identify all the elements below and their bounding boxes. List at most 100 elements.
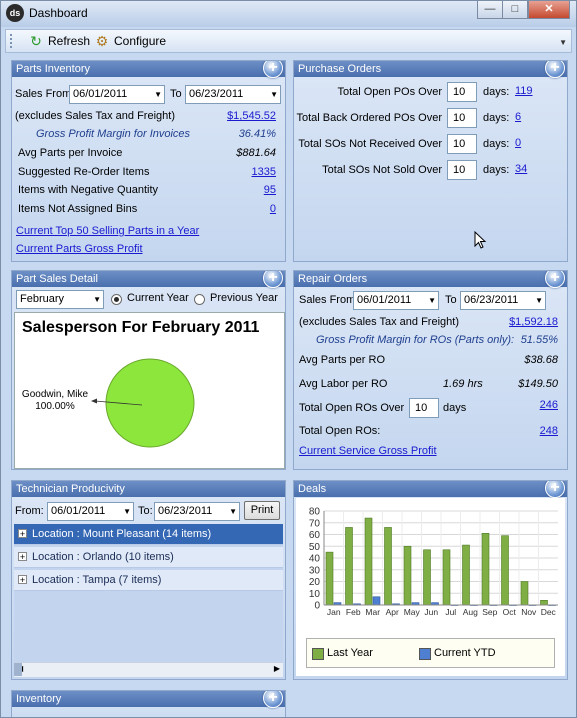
purchase-orders-panel: Purchase Orders + Total Open POs Over 10… — [293, 60, 568, 262]
po-days-input[interactable]: 10 — [447, 108, 477, 128]
ro-to-date-picker[interactable]: 06/23/2011 ▼ — [460, 291, 546, 310]
days-label: days: — [483, 138, 510, 150]
po-days-input[interactable]: 10 — [447, 82, 477, 102]
pie-slice-label: Goodwin, Mike — [22, 389, 89, 400]
y-tick-label: 10 — [309, 589, 321, 600]
so-not-received-link[interactable]: 0 — [515, 137, 522, 149]
parts-gross-profit-link[interactable]: Current Parts Gross Profit — [16, 243, 143, 255]
toolbar-overflow-icon[interactable]: ▼ — [559, 38, 567, 47]
configure-button[interactable]: ⚙ Configure — [94, 33, 166, 49]
ro-avg-labor-label: Avg Labor per RO — [299, 378, 388, 390]
app-logo-icon: ds — [6, 4, 24, 22]
refresh-icon: ↻ — [30, 33, 42, 49]
po-open-link[interactable]: 119 — [515, 85, 533, 97]
no-bins-link[interactable]: 0 — [269, 203, 276, 215]
tech-to-date-picker[interactable]: 06/23/2011 ▼ — [154, 502, 240, 521]
service-gross-profit-link[interactable]: Current Service Gross Profit — [299, 445, 437, 457]
expand-icon[interactable]: + — [18, 575, 27, 585]
parts-inventory-expand-button[interactable]: + — [263, 61, 283, 78]
previous-year-radio[interactable] — [194, 294, 205, 305]
legend-swatch-last-year — [312, 648, 324, 660]
ro-sales-total-link[interactable]: $1,592.18 — [509, 316, 558, 328]
purchase-orders-header: Purchase Orders — [294, 61, 567, 77]
bar-last-year — [423, 549, 431, 606]
pie-label-arrow — [91, 398, 97, 404]
bar-last-year — [325, 551, 334, 606]
bar-last-year — [462, 544, 470, 606]
legend-label-last-year: Last Year — [327, 647, 373, 659]
part-sales-panel: Part Sales Detail + February ▼ Current Ye… — [11, 270, 286, 470]
current-year-radio[interactable] — [111, 294, 122, 305]
x-tick-label: Aug — [463, 607, 478, 617]
negative-qty-link[interactable]: 95 — [263, 184, 276, 196]
tech-from-date-picker[interactable]: 06/01/2011 ▼ — [47, 502, 134, 521]
inventory-expand-button[interactable]: + — [263, 691, 283, 708]
expand-icon[interactable]: + — [18, 529, 27, 539]
avg-parts-value: $881.64 — [236, 147, 276, 159]
x-tick-label: Feb — [346, 607, 361, 617]
top50-link[interactable]: Current Top 50 Selling Parts in a Year — [16, 225, 200, 237]
x-tick-label: Jul — [445, 607, 456, 617]
po-days-input[interactable]: 10 — [447, 160, 477, 180]
pie-chart-area: Salesperson For February 2011 Goodwin, M… — [14, 312, 285, 469]
configure-label: Configure — [114, 34, 167, 48]
close-button[interactable]: ✕ — [528, 1, 570, 19]
scrollbar-thumb[interactable] — [14, 663, 22, 676]
month-select[interactable]: February ▼ — [16, 290, 104, 309]
ro-open-over-label: Total Open ROs Over — [299, 402, 405, 414]
chevron-down-icon: ▼ — [428, 296, 436, 305]
gear-icon: ⚙ — [95, 33, 109, 49]
horizontal-scrollbar[interactable]: ◀ ▶ — [14, 662, 283, 677]
chevron-down-icon: ▼ — [270, 90, 278, 99]
location-group[interactable]: + Location : Tampa (7 items) — [14, 570, 283, 591]
po-backordered-link[interactable]: 6 — [515, 111, 522, 123]
deals-expand-button[interactable]: + — [545, 481, 565, 498]
chevron-down-icon: ▼ — [123, 507, 131, 516]
so-not-sold-link[interactable]: 34 — [515, 163, 528, 175]
ro-from-date-picker[interactable]: 06/01/2011 ▼ — [353, 291, 439, 310]
ro-open-link[interactable]: 248 — [539, 425, 558, 437]
x-tick-label: Sep — [482, 607, 497, 617]
ro-open-over-link[interactable]: 246 — [539, 399, 558, 411]
location-group[interactable]: + Location : Orlando (10 items) — [14, 547, 283, 568]
legend-label-current-ytd: Current YTD — [434, 647, 496, 659]
ro-days-input[interactable]: 10 — [409, 398, 439, 418]
minimize-button[interactable]: — — [477, 1, 503, 19]
reorder-label: Suggested Re-Order Items — [18, 166, 150, 178]
chevron-down-icon: ▼ — [535, 296, 543, 305]
reorder-link[interactable]: 1335 — [251, 166, 276, 178]
print-button[interactable]: Print — [244, 501, 280, 520]
scroll-right-icon[interactable]: ▶ — [273, 664, 280, 673]
expand-icon[interactable]: + — [18, 552, 27, 562]
y-tick-label: 80 — [309, 507, 321, 518]
part-sales-expand-button[interactable]: + — [263, 271, 283, 288]
ro-avg-parts-label: Avg Parts per RO — [299, 354, 385, 366]
technician-header: Technician Producivity — [12, 481, 285, 497]
purchase-orders-expand-button[interactable]: + — [545, 61, 565, 78]
gpm-value: 36.41% — [238, 128, 276, 140]
title-bar: ds Dashboard — □ ✕ — [1, 1, 576, 27]
x-tick-label: May — [404, 607, 421, 617]
maximize-button[interactable]: □ — [502, 1, 528, 19]
ro-days-label: days — [443, 402, 467, 414]
po-days-input[interactable]: 10 — [447, 134, 477, 154]
repair-orders-expand-button[interactable]: + — [545, 271, 565, 288]
negative-qty-label: Items with Negative Quantity — [18, 184, 159, 196]
parts-to-date-picker[interactable]: 06/23/2011 ▼ — [185, 85, 281, 104]
location-list: + Location : Mount Pleasant (14 items) + L… — [14, 524, 283, 678]
location-group[interactable]: + Location : Mount Pleasant (14 items) — [14, 524, 283, 545]
x-tick-label: Oct — [503, 607, 517, 617]
legend-swatch-current-ytd — [419, 648, 431, 660]
parts-from-date-picker[interactable]: 06/01/2011 ▼ — [69, 85, 165, 104]
ro-gpm-label: Gross Profit Margin for ROs (Parts only)… — [316, 334, 515, 346]
pie-label-leader-line — [94, 400, 143, 406]
refresh-button[interactable]: ↻ Refresh — [28, 33, 90, 49]
ro-to-label: To — [445, 294, 457, 306]
bar-last-year — [345, 527, 353, 606]
inventory-panel: Inventory + — [11, 690, 286, 717]
toolbar-grip[interactable] — [10, 34, 15, 48]
avg-parts-label: Avg Parts per Invoice — [18, 147, 123, 159]
mouse-cursor-icon — [474, 231, 487, 249]
parts-sales-total-link[interactable]: $1,545.52 — [227, 110, 276, 122]
